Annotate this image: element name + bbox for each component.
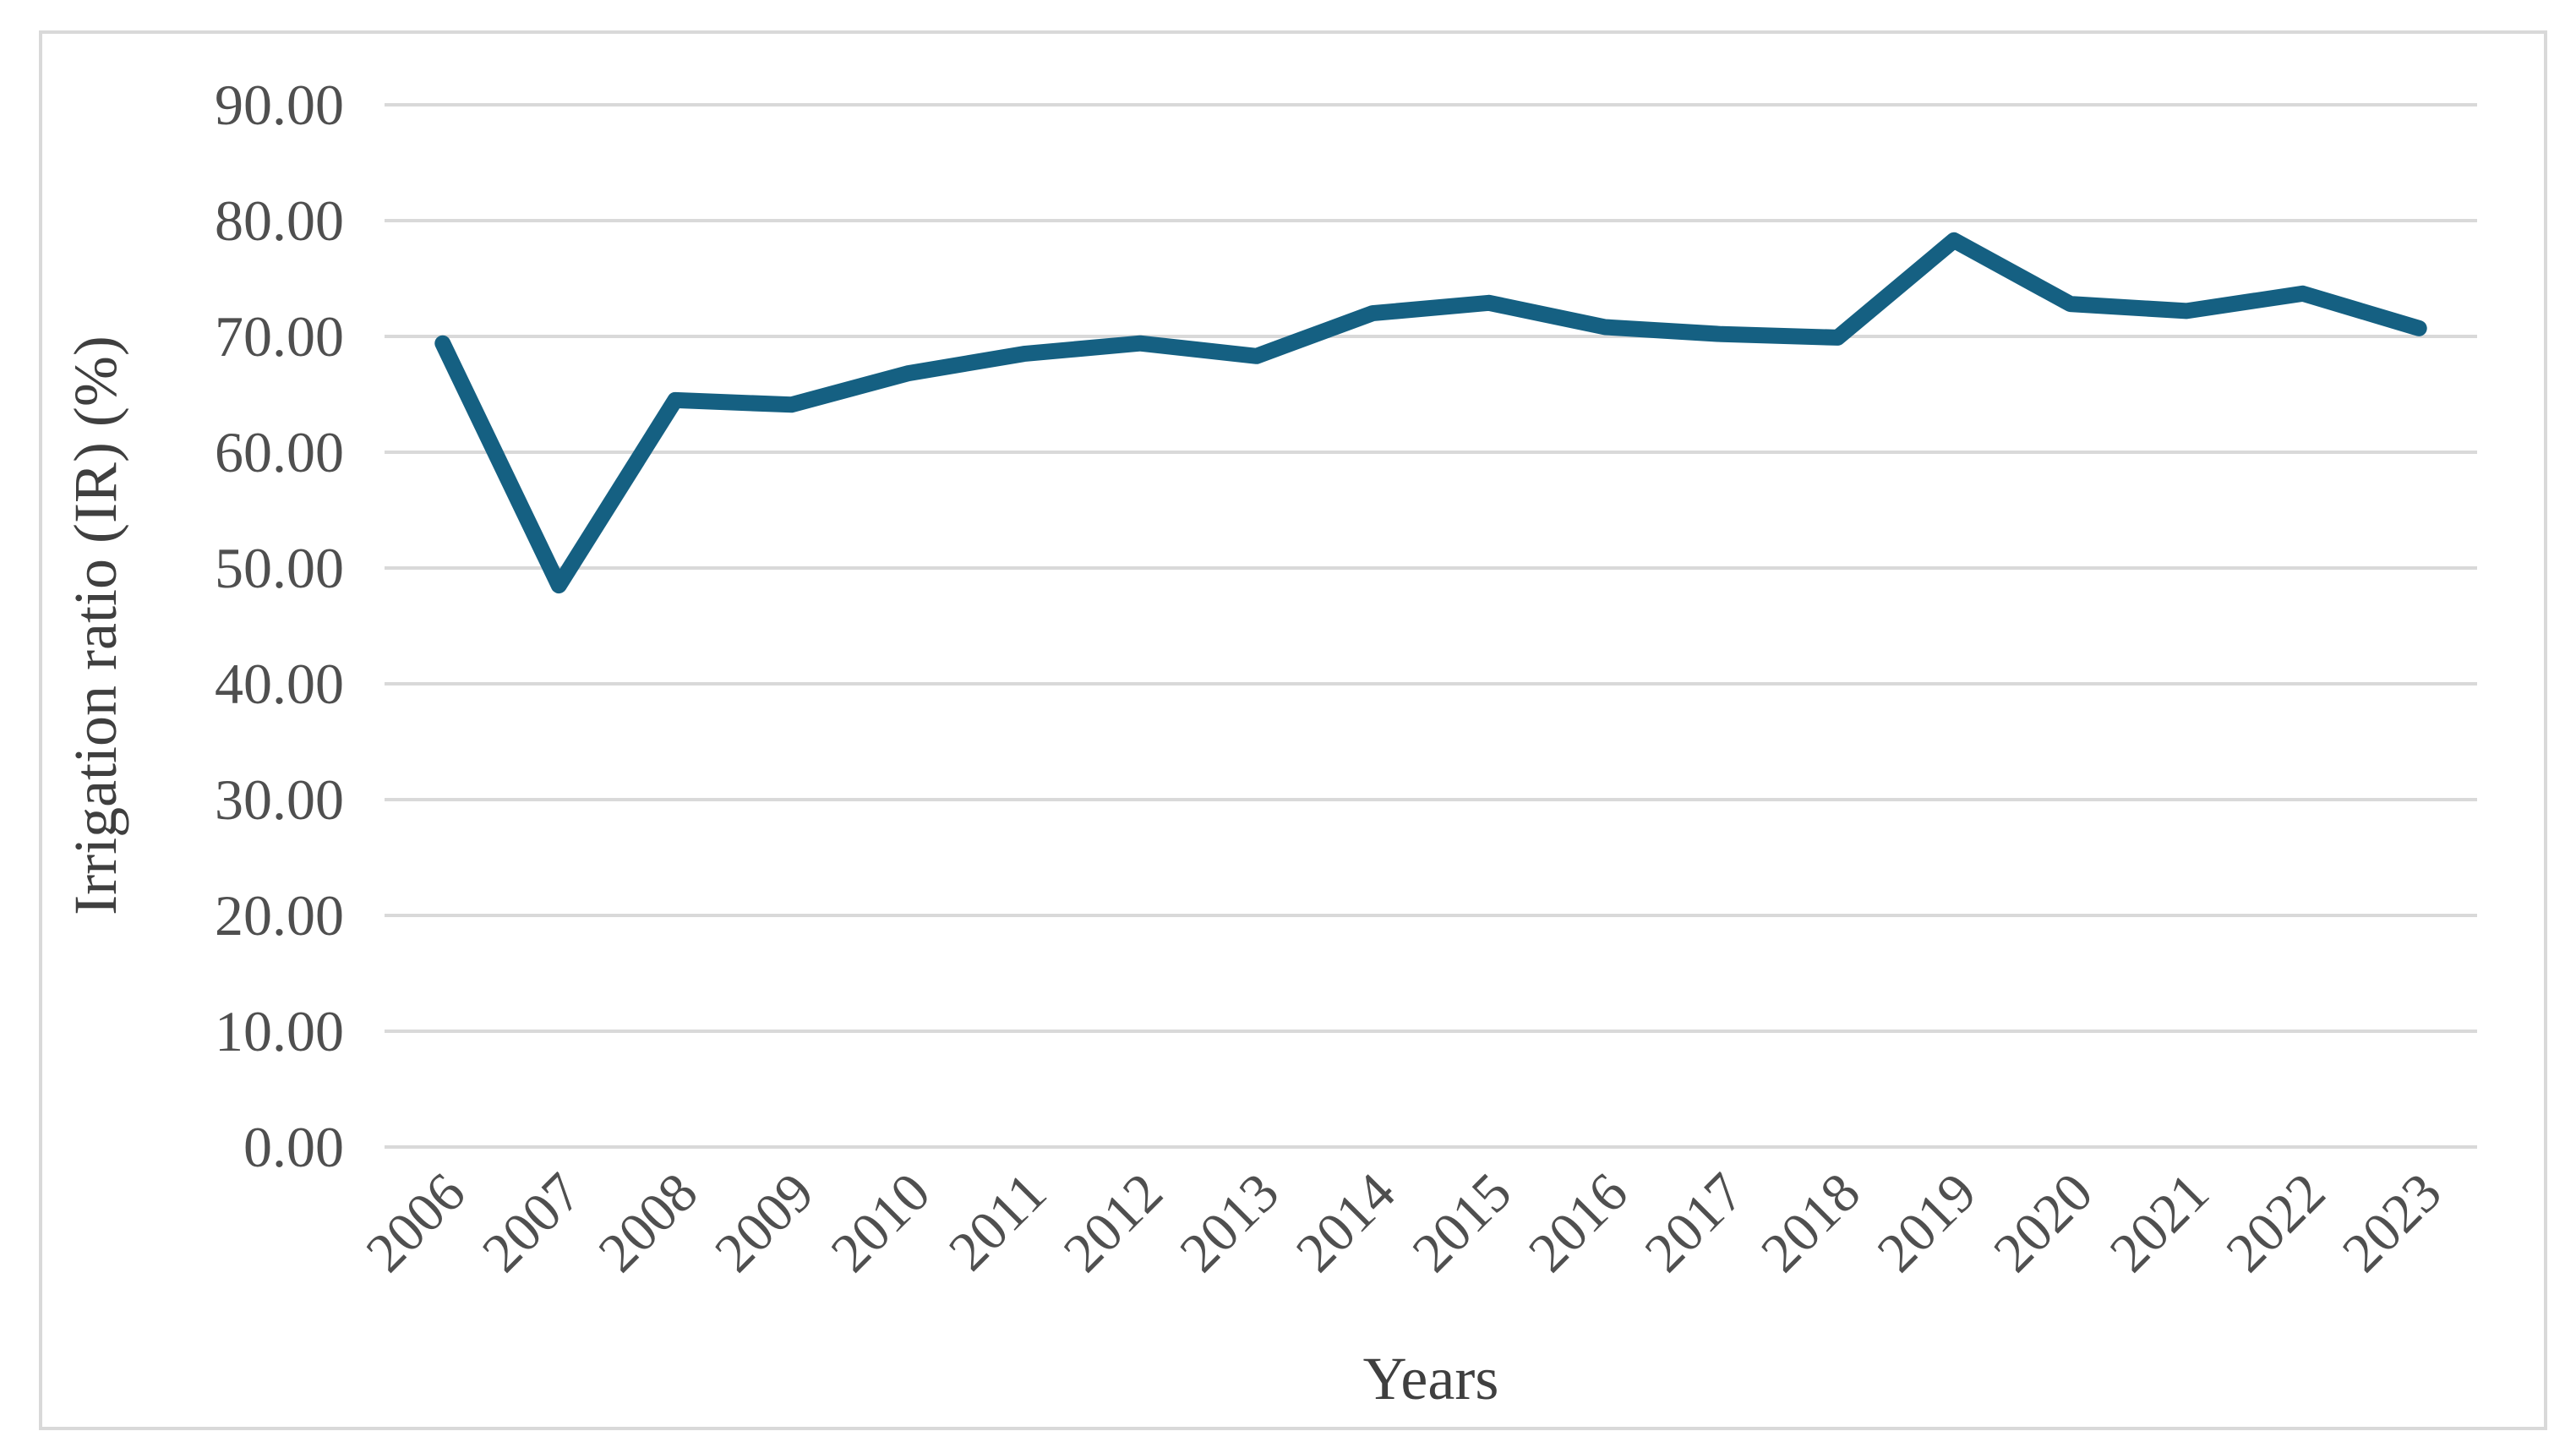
x-tick-label: 2018 — [1749, 1161, 1872, 1284]
x-tick-label: 2007 — [471, 1161, 593, 1284]
gridlines — [385, 103, 2477, 1149]
x-tick-label: 2010 — [820, 1161, 942, 1284]
x-tick-label: 2016 — [1517, 1161, 1640, 1284]
irrigation-ratio-line — [434, 232, 2427, 594]
chart-border — [39, 30, 2547, 1430]
x-tick-label: 2011 — [937, 1161, 1058, 1282]
x-tick-label: 2008 — [587, 1161, 710, 1284]
x-tick-label: 2021 — [2098, 1161, 2221, 1284]
x-tick-label: 2015 — [1400, 1161, 1523, 1284]
y-tick-label: 70.00 — [215, 304, 344, 369]
x-tick-label: 2013 — [1168, 1161, 1291, 1284]
y-tick-label: 50.00 — [215, 536, 344, 600]
x-tick-label: 2023 — [2331, 1161, 2453, 1284]
x-tick-label: 2006 — [354, 1161, 477, 1284]
y-axis-labels: 0.00 10.00 20.00 30.00 40.00 50.00 60.00 70.00 8… — [215, 73, 344, 1179]
x-tick-label: 2019 — [1866, 1161, 1989, 1284]
x-tick-label: 2012 — [1052, 1161, 1175, 1284]
x-tick-label: 2009 — [703, 1161, 826, 1284]
y-tick-label: 40.00 — [215, 652, 344, 716]
x-tick-label: 2014 — [1285, 1161, 1407, 1284]
y-tick-label: 20.00 — [215, 883, 344, 948]
y-tick-label: 60.00 — [215, 420, 344, 484]
x-tick-label: 2017 — [1634, 1161, 1756, 1284]
y-axis-title: Irrigation ratio (IR) (%) — [62, 336, 129, 915]
x-tick-label: 2020 — [1982, 1161, 2104, 1284]
y-tick-label: 0.00 — [243, 1115, 344, 1179]
x-axis-title: Years — [1363, 1345, 1499, 1412]
y-tick-label: 90.00 — [215, 73, 344, 137]
y-tick-label: 30.00 — [215, 767, 344, 832]
x-axis-labels: 2006200720082009201020112012201320142015… — [354, 1161, 2453, 1284]
y-tick-label: 80.00 — [215, 188, 344, 253]
x-tick-label: 2022 — [2214, 1161, 2337, 1284]
y-tick-label: 10.00 — [215, 999, 344, 1063]
